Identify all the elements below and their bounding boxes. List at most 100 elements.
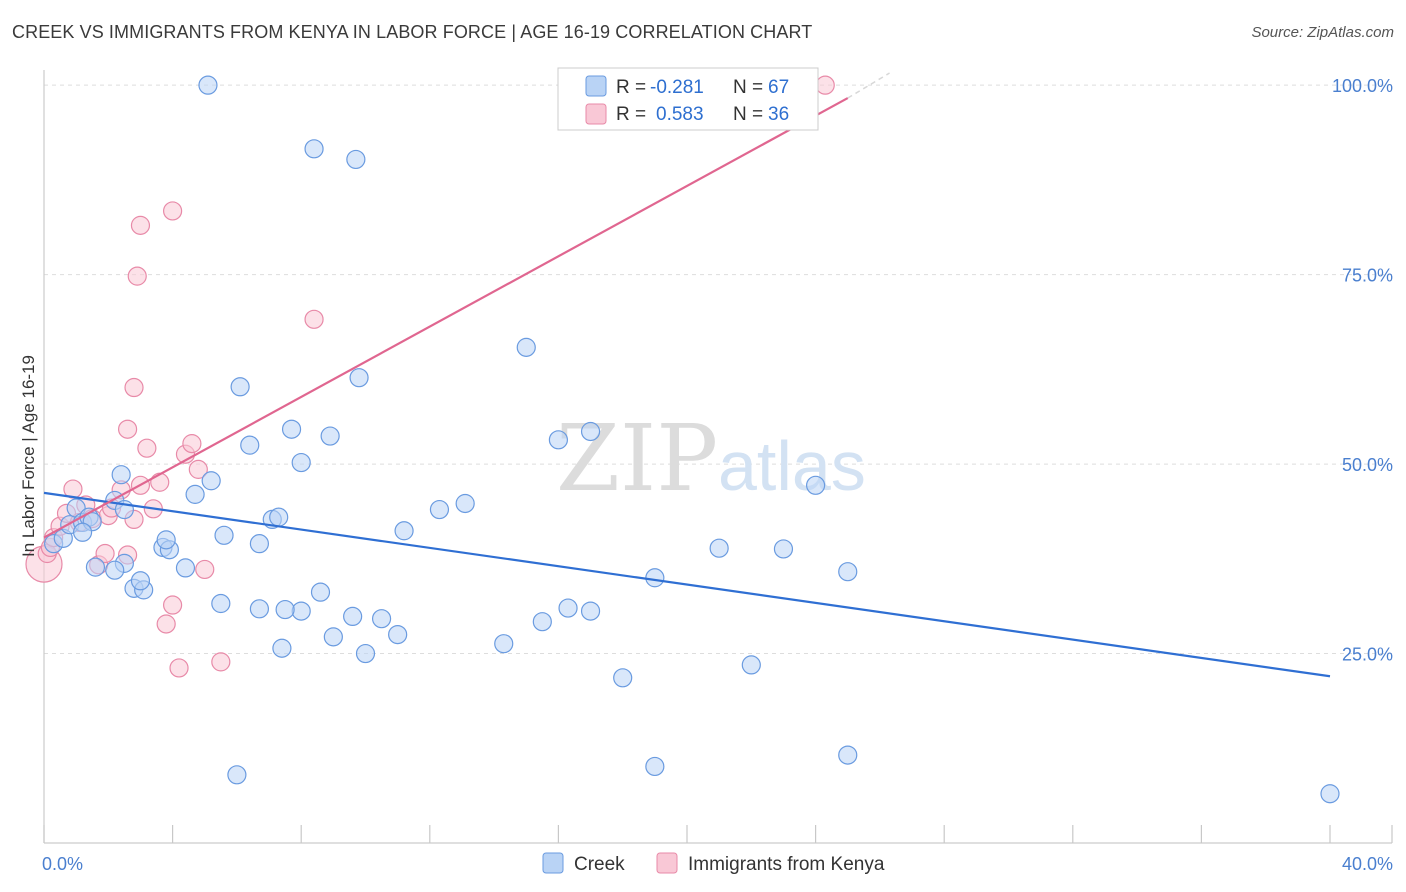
stats-legend: R = -0.281 N = 67 R = 0.583 N = 36: [557, 67, 819, 131]
creek-point-44: [175, 558, 196, 578]
kenya-point-22: [163, 595, 183, 615]
bottom-legend-label-kenya: Immigrants from Kenya: [688, 854, 885, 875]
watermark-zip: ZIP: [556, 405, 718, 512]
creek-point-27: [349, 368, 369, 388]
trend-line-kenya: [43, 97, 849, 539]
creek-point-36: [388, 624, 408, 645]
creek-point-57: [613, 668, 633, 688]
creek-point-46: [130, 571, 151, 591]
creek-point-26: [320, 426, 340, 446]
bottom-legend-label-creek: Creek: [574, 854, 625, 875]
legend-r-label-creek: R =: [616, 77, 646, 98]
kenya-point-32: [130, 215, 151, 235]
creek-points: [44, 75, 1340, 804]
creek-point-43: [211, 593, 231, 614]
legend-swatch-kenya: [585, 103, 607, 125]
creek-point-56: [580, 421, 601, 442]
creek-point-61: [805, 475, 826, 495]
kenya-point-25: [182, 434, 202, 454]
creek-point-29: [371, 609, 392, 629]
creek-point-15: [185, 484, 205, 504]
series-legend: Creek Immigrants from Kenya: [542, 852, 885, 875]
kenya-point-31: [127, 266, 147, 286]
creek-point-21: [269, 507, 289, 527]
kenya-point-20: [150, 472, 170, 492]
creek-point-51: [355, 643, 376, 664]
watermark: ZIP atlas: [556, 405, 866, 512]
creek-point-63: [741, 655, 761, 675]
creek-point-23: [291, 452, 311, 473]
legend-swatch-creek: [585, 75, 607, 97]
creek-point-50: [272, 638, 292, 658]
creek-point-38: [494, 634, 514, 654]
kenya-point-30: [124, 377, 144, 398]
legend-n-value-creek: 67: [768, 77, 789, 98]
creek-point-52: [558, 598, 578, 618]
bottom-legend-swatch-creek: [542, 852, 564, 874]
creek-point-64: [227, 765, 247, 785]
creek-point-65: [645, 756, 665, 777]
kenya-point-21: [156, 614, 176, 634]
kenya-point-26: [188, 459, 208, 479]
creek-point-67: [1320, 784, 1340, 804]
source-label: Source: ZipAtlas.com: [1251, 24, 1394, 41]
creek-point-22: [281, 419, 302, 439]
chart-title: CREEK VS IMMIGRANTS FROM KENYA IN LABOR …: [12, 22, 813, 42]
creek-point-41: [275, 599, 295, 620]
creek-point-42: [249, 599, 270, 619]
creek-point-48: [105, 560, 125, 580]
legend-n-value-kenya: 36: [768, 104, 789, 125]
y-axis-title: In Labor Force | Age 16-19: [19, 355, 38, 557]
creek-point-31: [429, 499, 450, 520]
kenya-point-28: [211, 652, 231, 672]
creek-point-19: [249, 534, 270, 554]
creek-point-60: [773, 539, 794, 559]
creek-point-33: [198, 75, 218, 95]
y-tick-labels: 25.0% 50.0% 75.0% 100.0%: [1332, 76, 1393, 664]
kenya-point-29: [117, 419, 138, 439]
legend-r-value-creek: -0.281: [650, 77, 704, 98]
watermark-atlas: atlas: [718, 427, 866, 505]
creek-point-49: [85, 557, 106, 577]
kenya-point-33: [163, 201, 183, 221]
creek-point-9: [111, 465, 131, 485]
creek-point-54: [516, 337, 536, 357]
creek-point-55: [548, 430, 569, 450]
creek-point-40: [291, 601, 311, 621]
creek-point-39: [323, 627, 343, 647]
creek-point-25: [310, 582, 331, 602]
x-tick-label-max: 40.0%: [1342, 854, 1393, 874]
y-tick-label-0: 25.0%: [1342, 645, 1393, 665]
creek-point-24: [230, 377, 250, 397]
creek-point-66: [838, 745, 858, 765]
creek-point-45: [156, 530, 176, 550]
legend-n-label-kenya: N =: [733, 104, 763, 125]
creek-point-53: [580, 601, 601, 621]
creek-point-7: [72, 522, 93, 542]
creek-point-16: [201, 471, 221, 491]
bottom-legend-swatch-kenya: [656, 852, 678, 874]
creek-point-59: [709, 538, 729, 558]
trend-lines: [43, 72, 1331, 678]
creek-point-35: [346, 149, 366, 170]
creek-point-32: [455, 493, 475, 514]
kenya-point-18: [137, 438, 157, 458]
creek-point-18: [240, 435, 260, 455]
legend-n-label-creek: N =: [733, 77, 763, 98]
creek-point-28: [343, 606, 363, 627]
y-tick-label-3: 100.0%: [1332, 76, 1393, 96]
kenya-point-35: [815, 75, 835, 95]
kenya-point-27: [195, 559, 215, 580]
trend-line-extension-kenya: [847, 72, 890, 99]
kenya-point-23: [169, 658, 189, 678]
y-tick-label-1: 50.0%: [1342, 455, 1393, 475]
creek-point-17: [214, 525, 234, 545]
axes: [43, 70, 1393, 844]
legend-r-value-kenya: 0.583: [656, 104, 704, 125]
kenya-point-34: [304, 309, 324, 329]
creek-point-58: [645, 568, 665, 588]
gridlines: [44, 84, 1392, 655]
trend-line-creek: [43, 491, 1331, 678]
kenya-point-11: [95, 543, 115, 564]
